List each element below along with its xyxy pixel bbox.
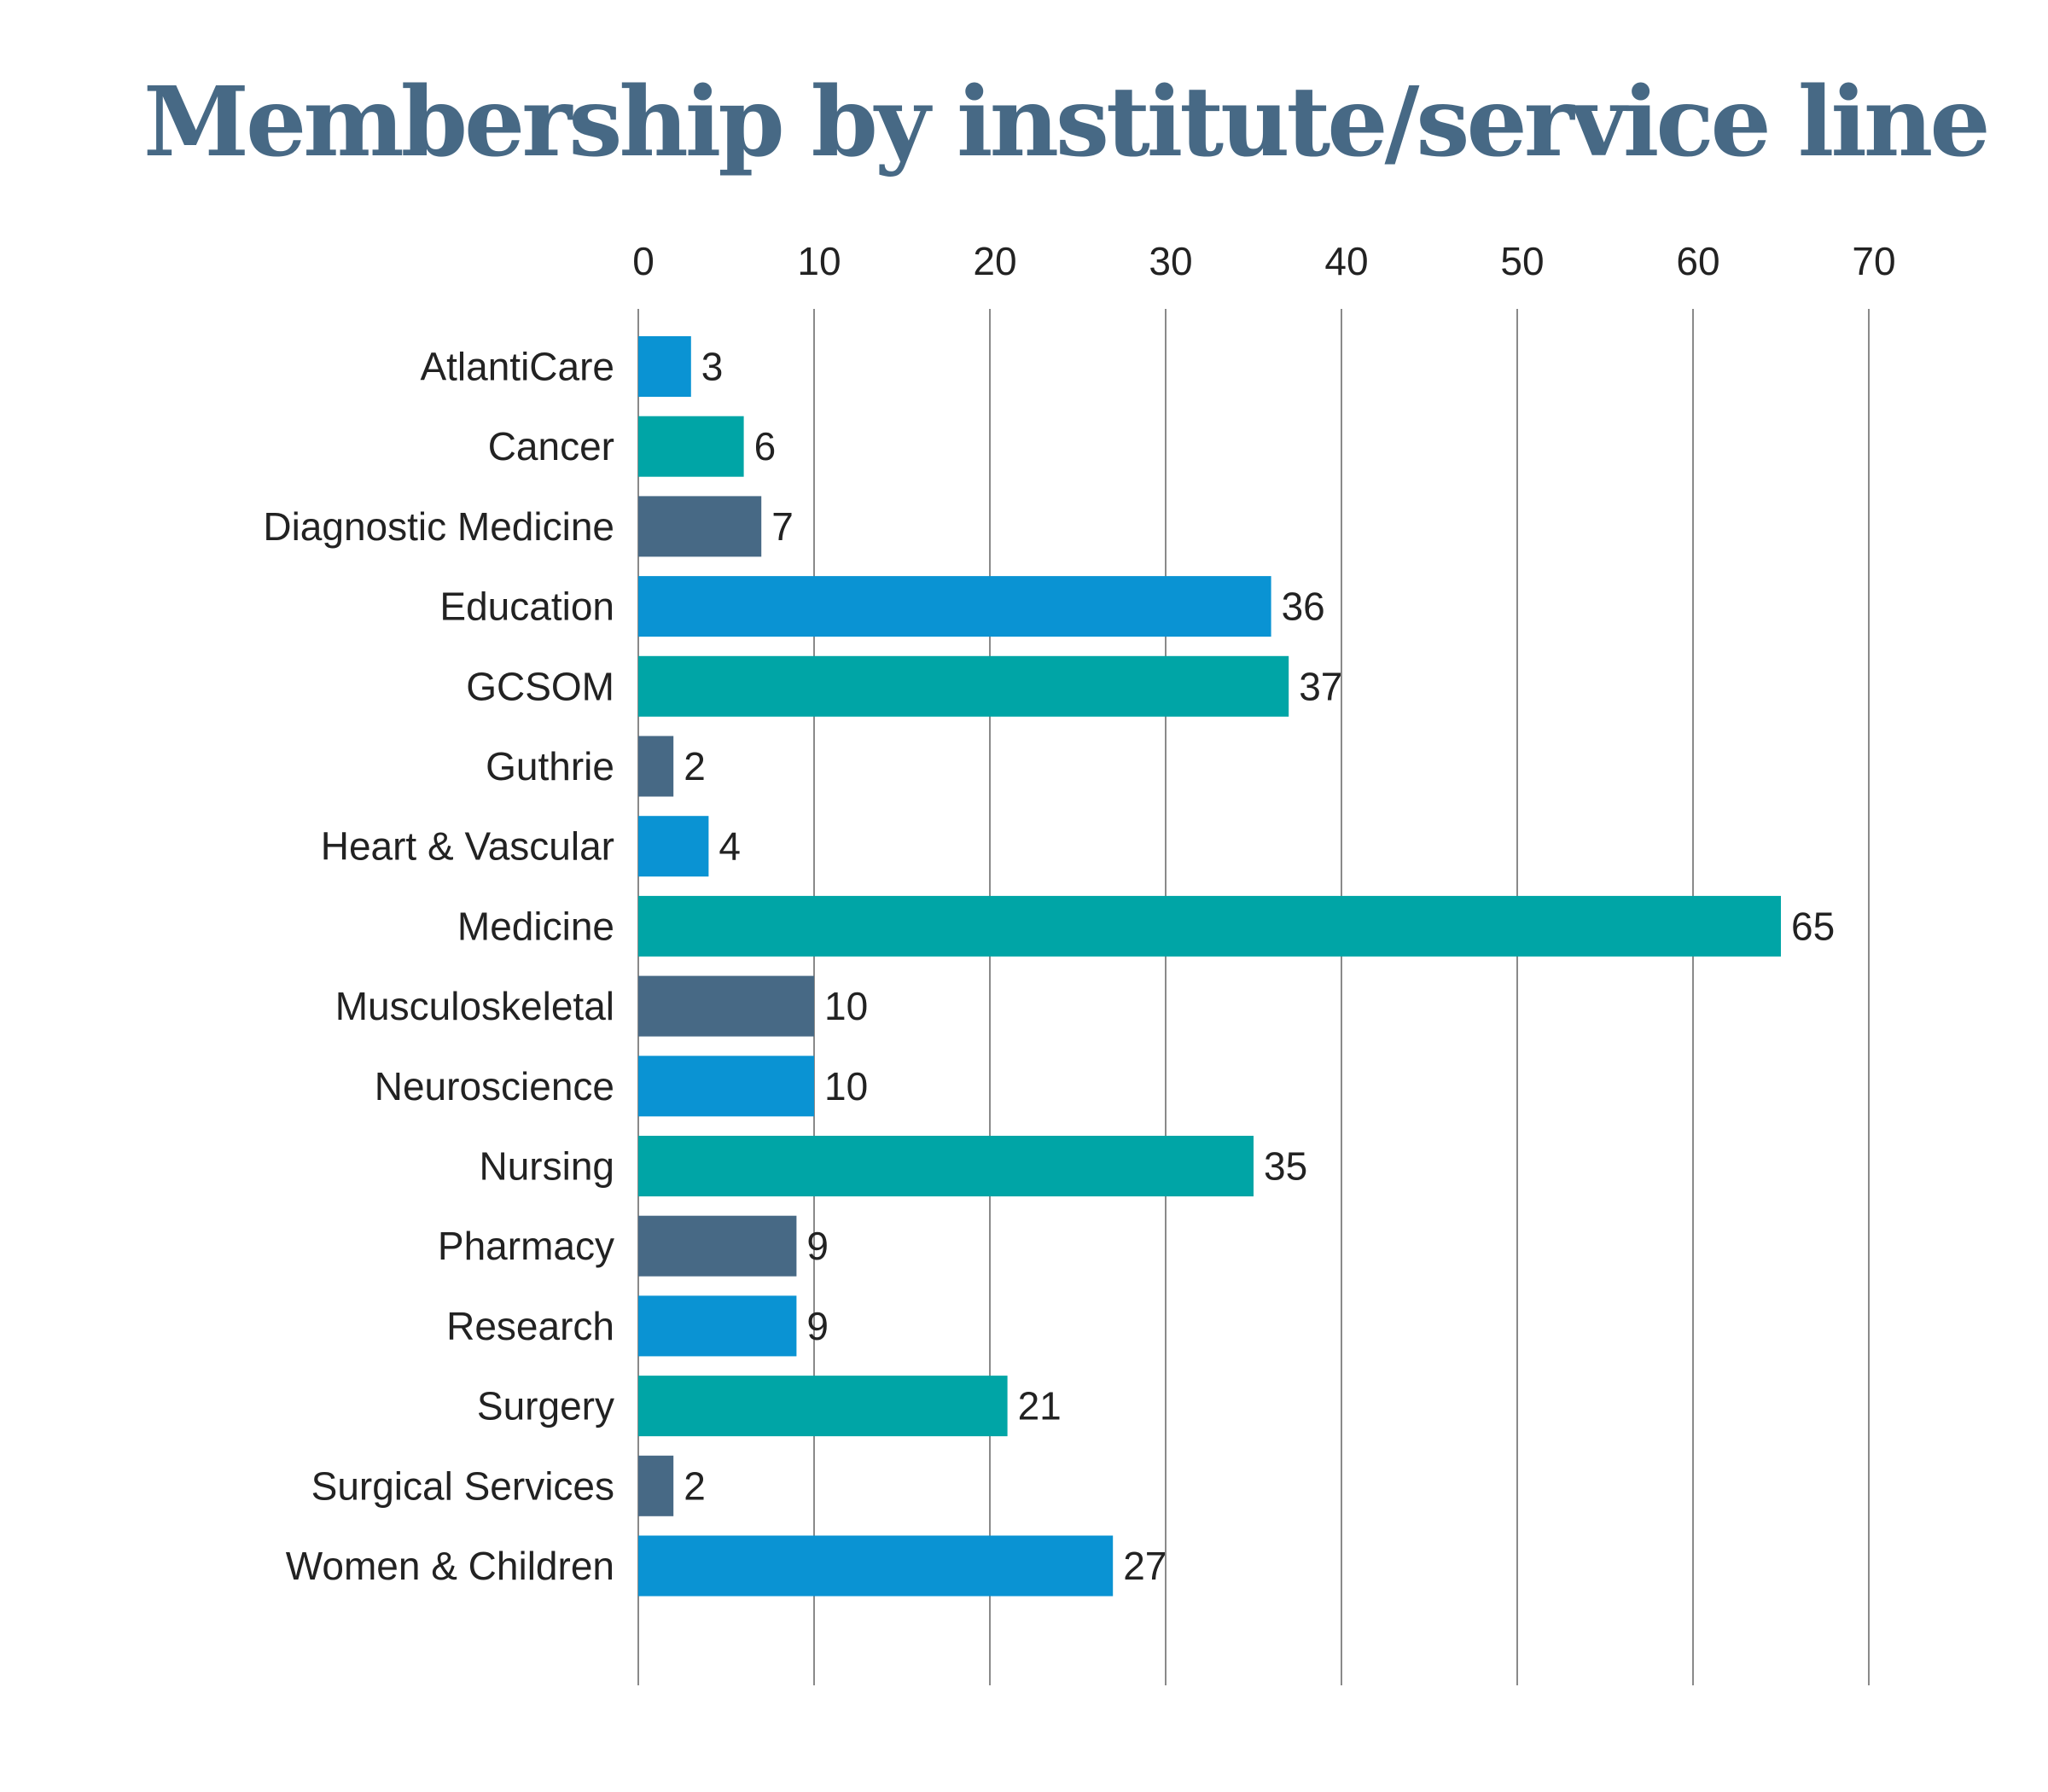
chart-title: Membership by institute/service line: [143, 67, 1991, 178]
bar: [638, 1535, 1114, 1597]
category-label: Diagnostic Medicine: [263, 504, 614, 549]
x-tick-label: 60: [1676, 239, 1719, 283]
category-label: Education: [439, 585, 614, 629]
bar: [638, 1056, 814, 1117]
category-label: Guthrie: [486, 744, 614, 788]
bar: [638, 336, 691, 397]
x-tick-label: 70: [1852, 239, 1895, 283]
data-label: 37: [1299, 664, 1342, 708]
x-tick-label: 50: [1500, 239, 1544, 283]
data-label: 2: [684, 1463, 706, 1508]
data-label: 27: [1123, 1544, 1167, 1588]
data-label: 9: [806, 1224, 829, 1268]
data-label: 4: [719, 824, 741, 869]
category-label: Women & Children: [286, 1544, 614, 1588]
data-label: 3: [701, 345, 724, 389]
category-label: Neuroscience: [375, 1064, 614, 1108]
bar: [638, 816, 709, 877]
data-label: 10: [824, 984, 868, 1028]
category-label: Medicine: [457, 904, 614, 948]
data-label: 6: [754, 424, 777, 468]
data-label: 36: [1282, 585, 1325, 629]
bar: [638, 1295, 797, 1357]
data-label: 10: [824, 1064, 868, 1108]
x-tick-label: 40: [1324, 239, 1368, 283]
bar: [638, 655, 1289, 717]
x-tick-label: 20: [973, 239, 1016, 283]
data-label: 21: [1018, 1384, 1062, 1428]
bar: [638, 736, 674, 797]
category-label: Surgery: [477, 1384, 614, 1428]
category-label: GCSOM: [466, 664, 614, 708]
category-label: Cancer: [488, 424, 614, 468]
bar: [638, 416, 744, 477]
data-label: 65: [1791, 904, 1835, 948]
category-label: Heart & Vascular: [321, 824, 614, 869]
bar: [638, 975, 814, 1037]
category-label: Musculoskeletal: [335, 984, 614, 1028]
category-label: Surgical Services: [311, 1463, 614, 1508]
bar: [638, 1136, 1254, 1196]
bar: [638, 1376, 1008, 1437]
data-label: 35: [1264, 1144, 1307, 1189]
bar: [638, 1215, 797, 1277]
bar: [638, 496, 762, 557]
x-tick-label: 0: [632, 239, 655, 283]
bar: [638, 576, 1271, 637]
x-tick-label: 30: [1149, 239, 1192, 283]
category-label: Research: [446, 1304, 614, 1348]
x-tick-label: 10: [797, 239, 841, 283]
bar: [638, 1455, 674, 1516]
category-label: Pharmacy: [438, 1224, 614, 1268]
bar: [638, 895, 1781, 957]
data-label: 9: [806, 1304, 829, 1348]
category-label: Nursing: [479, 1144, 614, 1189]
data-label: 2: [684, 744, 706, 788]
data-label: 7: [771, 504, 794, 549]
category-label: AtlantiCare: [420, 345, 614, 389]
